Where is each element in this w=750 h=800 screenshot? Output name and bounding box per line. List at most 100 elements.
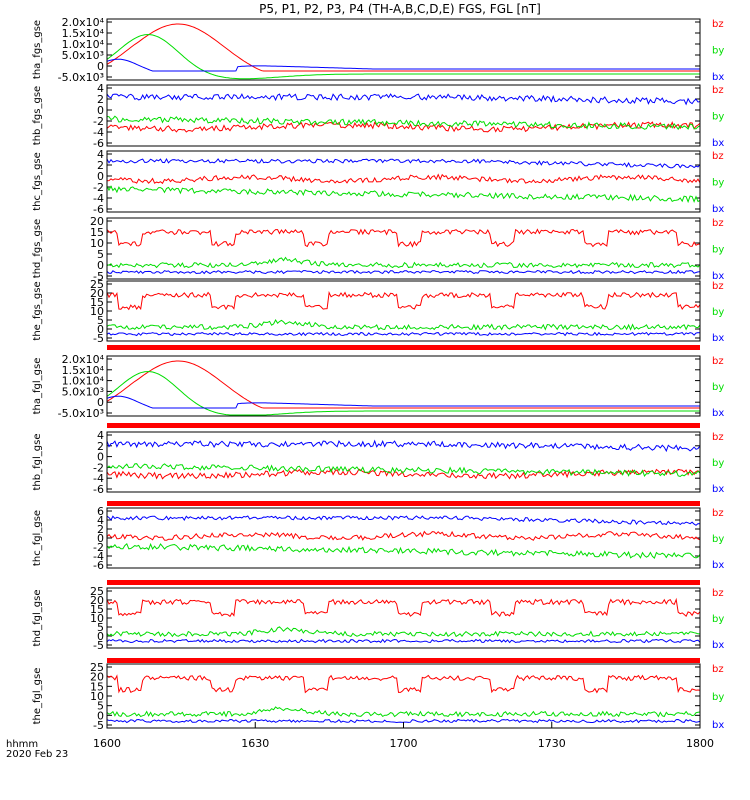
y-tick-label: -5.0x10³ (58, 407, 104, 420)
series-line-bz (106, 597, 701, 618)
footer-date-label: 2020 Feb 23 (6, 749, 68, 760)
y-tick-label: -5 (93, 639, 104, 652)
panel-frame (106, 663, 701, 729)
x-tick-label: 1700 (390, 737, 418, 750)
y-tick-label: 2 (97, 159, 104, 172)
y-tick-label: 0 (97, 709, 104, 722)
y-tick-label: -2 (93, 181, 104, 194)
y-tick-label: 5.0x10³ (62, 385, 104, 398)
series-line-by (106, 115, 701, 131)
legend-by: by (712, 534, 724, 545)
y-axis-label: thd_fgs_gse (32, 219, 43, 278)
y-tick-label: 15 (90, 296, 104, 309)
y-tick-label: 20 (90, 671, 104, 684)
panel-frame (106, 355, 701, 417)
x-tick-label: 1600 (93, 737, 121, 750)
y-tick-label: 0 (97, 60, 104, 73)
legend-by: by (712, 614, 724, 625)
x-tick-label: 1800 (686, 737, 714, 750)
series-line-by (106, 370, 700, 416)
series-line-bz (106, 468, 701, 480)
y-tick-label: 20 (90, 594, 104, 607)
panel-thb_fgl_gse: 420-2-4-6 thb_fgl_gse bz by bx (32, 429, 724, 496)
y-axis-label: thd_fgl_gse (32, 590, 43, 647)
panel-frame (106, 84, 701, 147)
legend-bz: bz (712, 151, 724, 162)
legend-bz: bz (712, 19, 724, 30)
y-tick-label: 4 (97, 514, 104, 527)
panel-frame (106, 587, 701, 649)
y-axis-label: the_fgl_gse (32, 668, 43, 725)
legend-bx: bx (712, 138, 724, 149)
y-tick-label: -4 (93, 192, 104, 205)
y-tick-label: 2 (97, 440, 104, 453)
series-line-bz (106, 173, 701, 185)
y-tick-label: 25 (90, 278, 104, 291)
legend-bx: bx (712, 720, 724, 731)
red-separator-bar (107, 501, 700, 506)
series-line-bx (106, 269, 701, 275)
legend-bz: bz (712, 281, 724, 292)
y-tick-label: 10 (90, 612, 104, 625)
y-tick-label: -2 (93, 461, 104, 474)
panel-frame (106, 431, 701, 493)
y-tick-label: 0 (97, 104, 104, 117)
series-line-bx (106, 395, 700, 409)
y-axis-label: tha_fgl_gse (32, 358, 43, 415)
legend-bx: bx (712, 333, 724, 344)
series-line-by (106, 33, 700, 80)
legend-bx: bx (712, 72, 724, 83)
y-tick-label: -5.0x10³ (58, 71, 104, 84)
y-tick-label: 1.0x10⁴ (62, 375, 105, 388)
series-line-bz (106, 530, 701, 541)
y-tick-label: 15 (90, 603, 104, 616)
panel-frame (106, 150, 701, 213)
series-line-bx (106, 515, 701, 526)
y-tick-label: 5 (97, 248, 104, 261)
series-line-bz (106, 360, 700, 409)
y-tick-label: -4 (93, 126, 104, 139)
y-tick-label: -4 (93, 550, 104, 563)
series-line-bx (106, 331, 701, 337)
series-line-bx (106, 157, 701, 169)
legend-bz: bz (712, 508, 724, 519)
y-tick-label: -2 (93, 541, 104, 554)
panel-frame (106, 18, 701, 81)
legend-bz: bz (712, 432, 724, 443)
series-line-bz (106, 674, 701, 694)
y-axis-label: the_fgs_gse (32, 281, 43, 340)
y-tick-label: 20 (90, 215, 104, 228)
y-tick-label: 1.5x10⁴ (62, 27, 105, 40)
y-tick-label: -5 (93, 270, 104, 283)
legend-by: by (712, 112, 724, 123)
y-tick-label: 2 (97, 93, 104, 106)
y-tick-label: 5 (97, 700, 104, 713)
legend-bz: bz (712, 85, 724, 96)
y-axis-label: thc_fgl_gse (32, 510, 43, 566)
y-tick-label: 4 (97, 82, 104, 95)
legend-bz: bz (712, 218, 724, 229)
legend-bz: bz (712, 588, 724, 599)
red-separator-bar (107, 345, 700, 350)
y-tick-label: 20 (90, 287, 104, 300)
y-tick-label: 6 (97, 505, 104, 518)
y-tick-label: -6 (93, 137, 104, 150)
series-line-by (106, 542, 701, 559)
y-tick-label: 5 (97, 314, 104, 327)
y-tick-label: 5 (97, 621, 104, 634)
legend-by: by (712, 307, 724, 318)
legend-by: by (712, 178, 724, 189)
panel-frame (106, 507, 701, 569)
y-tick-label: 4 (97, 429, 104, 442)
y-tick-label: 25 (90, 661, 104, 674)
y-tick-label: 10 (90, 305, 104, 318)
panel-thc_fgs_gse: 420-2-4-6 thc_fgs_gse bz by bx (32, 148, 724, 216)
y-tick-label: -6 (93, 559, 104, 572)
y-tick-label: 0 (97, 170, 104, 183)
y-tick-label: -4 (93, 472, 104, 485)
y-tick-label: 25 (90, 585, 104, 598)
y-axis-label: tha_fgs_gse (32, 20, 43, 79)
